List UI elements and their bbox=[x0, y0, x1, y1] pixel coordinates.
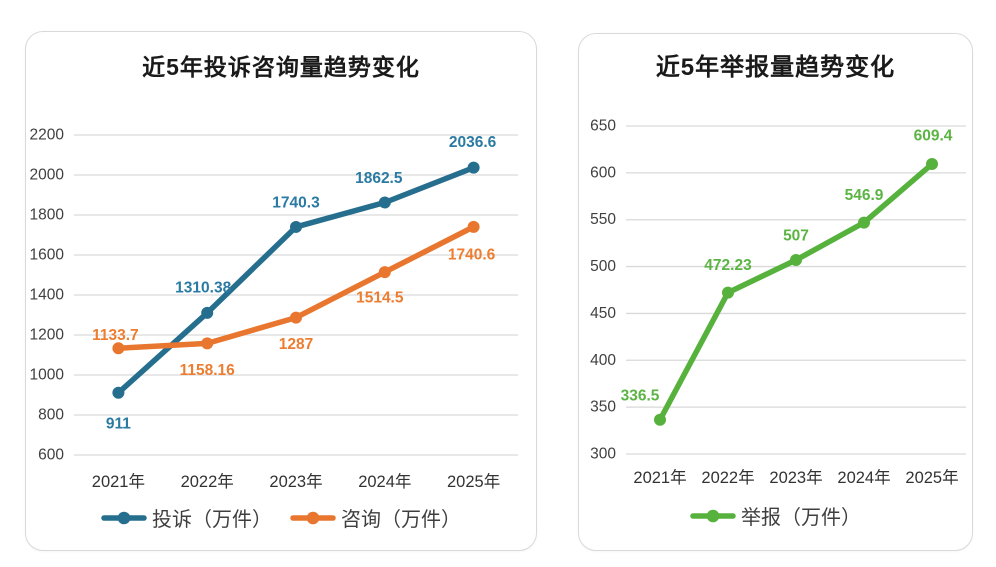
data-label: 472.23 bbox=[704, 257, 752, 274]
y-tick-label: 350 bbox=[590, 399, 616, 416]
data-label: 1158.16 bbox=[180, 362, 236, 379]
legend-label: 举报（万件） bbox=[741, 507, 861, 529]
x-tick-label: 2021年 bbox=[633, 468, 686, 487]
data-point bbox=[112, 342, 125, 355]
chart-legend: 投诉（万件） 咨询（万件） bbox=[26, 503, 536, 532]
data-point bbox=[112, 386, 125, 399]
data-point bbox=[926, 158, 938, 171]
y-tick-label: 1800 bbox=[30, 207, 65, 224]
data-label: 609.4 bbox=[914, 128, 953, 145]
legend-marker-dot bbox=[306, 511, 320, 524]
series-line-0 bbox=[657, 161, 935, 423]
data-label: 1287 bbox=[279, 336, 313, 353]
x-tick-label: 2022年 bbox=[181, 472, 234, 491]
legend-item-0: 投诉（万件） bbox=[101, 503, 272, 532]
y-tick-label: 800 bbox=[38, 407, 64, 424]
y-tick-label: 1000 bbox=[30, 367, 65, 384]
data-label: 507 bbox=[783, 228, 809, 245]
data-label: 336.5 bbox=[621, 387, 660, 404]
data-label: 546.9 bbox=[845, 187, 884, 204]
line-chart-complaints-consultations: 600 800 1000 1200 1400 1600 1800 2000 2200 2021年 2… bbox=[30, 127, 518, 491]
chart-title: 近5年投诉咨询量趋势变化 bbox=[142, 54, 420, 80]
data-label: 1310.38 bbox=[175, 279, 231, 296]
x-tick-label: 2023年 bbox=[769, 468, 822, 487]
y-tick-label: 2000 bbox=[30, 167, 65, 184]
data-point bbox=[290, 220, 302, 233]
chart-title: 近5年举报量趋势变化 bbox=[655, 54, 896, 81]
y-tick-label: 650 bbox=[590, 118, 616, 135]
x-tick-label: 2024年 bbox=[358, 472, 411, 491]
data-point bbox=[467, 161, 480, 174]
legend-label: 咨询（万件） bbox=[341, 509, 461, 531]
legend-marker-icon bbox=[101, 511, 147, 524]
x-tick-label: 2025年 bbox=[447, 472, 500, 491]
data-point bbox=[654, 413, 666, 426]
data-label: 911 bbox=[106, 415, 131, 432]
data-point bbox=[378, 196, 391, 209]
x-tick-label: 2021年 bbox=[92, 472, 145, 491]
data-point bbox=[858, 216, 870, 229]
data-point bbox=[201, 337, 214, 350]
legend-item-0: 举报（万件） bbox=[690, 501, 861, 530]
y-tick-label: 400 bbox=[590, 352, 616, 369]
x-tick-label: 2022年 bbox=[701, 468, 754, 487]
y-tick-label: 1200 bbox=[30, 327, 65, 344]
legend-item-1: 咨询（万件） bbox=[290, 503, 461, 532]
x-tick-label: 2025年 bbox=[905, 468, 958, 487]
y-tick-label: 1600 bbox=[30, 247, 65, 264]
y-tick-label: 2200 bbox=[30, 127, 65, 144]
x-tick-label: 2024年 bbox=[837, 468, 890, 487]
y-tick-label: 300 bbox=[590, 446, 616, 463]
data-point bbox=[378, 266, 391, 279]
series-line-1 bbox=[115, 224, 477, 352]
y-tick-label: 500 bbox=[590, 258, 616, 275]
data-label: 1740.3 bbox=[272, 194, 320, 211]
data-label: 1862.5 bbox=[355, 170, 403, 187]
legend-marker-dot bbox=[706, 509, 720, 522]
y-tick-label: 600 bbox=[590, 164, 616, 181]
y-tick-label: 450 bbox=[590, 305, 616, 322]
y-tick-label: 1400 bbox=[30, 287, 65, 304]
chart-legend: 举报（万件） bbox=[579, 501, 972, 530]
data-point bbox=[201, 306, 214, 319]
data-point bbox=[790, 254, 802, 267]
data-label: 1514.5 bbox=[356, 290, 404, 307]
legend-marker-icon bbox=[290, 511, 336, 524]
chart-card-complaints-consultations: 近5年投诉咨询量趋势变化 600 800 1000 1200 1400 1600 1800 2… bbox=[25, 31, 537, 551]
x-tick-label: 2023年 bbox=[269, 472, 322, 491]
legend-label: 投诉（万件） bbox=[152, 509, 272, 531]
chart-card-reports: 近5年举报量趋势变化 300 350 400 450 500 550 600 650 2021年… bbox=[578, 33, 973, 551]
data-label: 2036.6 bbox=[449, 134, 497, 151]
data-label: 1133.7 bbox=[92, 327, 139, 344]
data-point bbox=[722, 286, 734, 299]
legend-marker-icon bbox=[690, 509, 736, 522]
legend-marker-dot bbox=[117, 511, 131, 524]
line-chart-reports: 300 350 400 450 500 550 600 650 2021年 2022年 2023年 2… bbox=[590, 118, 966, 487]
y-tick-label: 600 bbox=[38, 447, 64, 464]
data-point bbox=[467, 220, 480, 233]
data-label: 1740.6 bbox=[448, 246, 496, 263]
y-tick-label: 550 bbox=[590, 211, 616, 228]
data-point bbox=[290, 311, 302, 324]
